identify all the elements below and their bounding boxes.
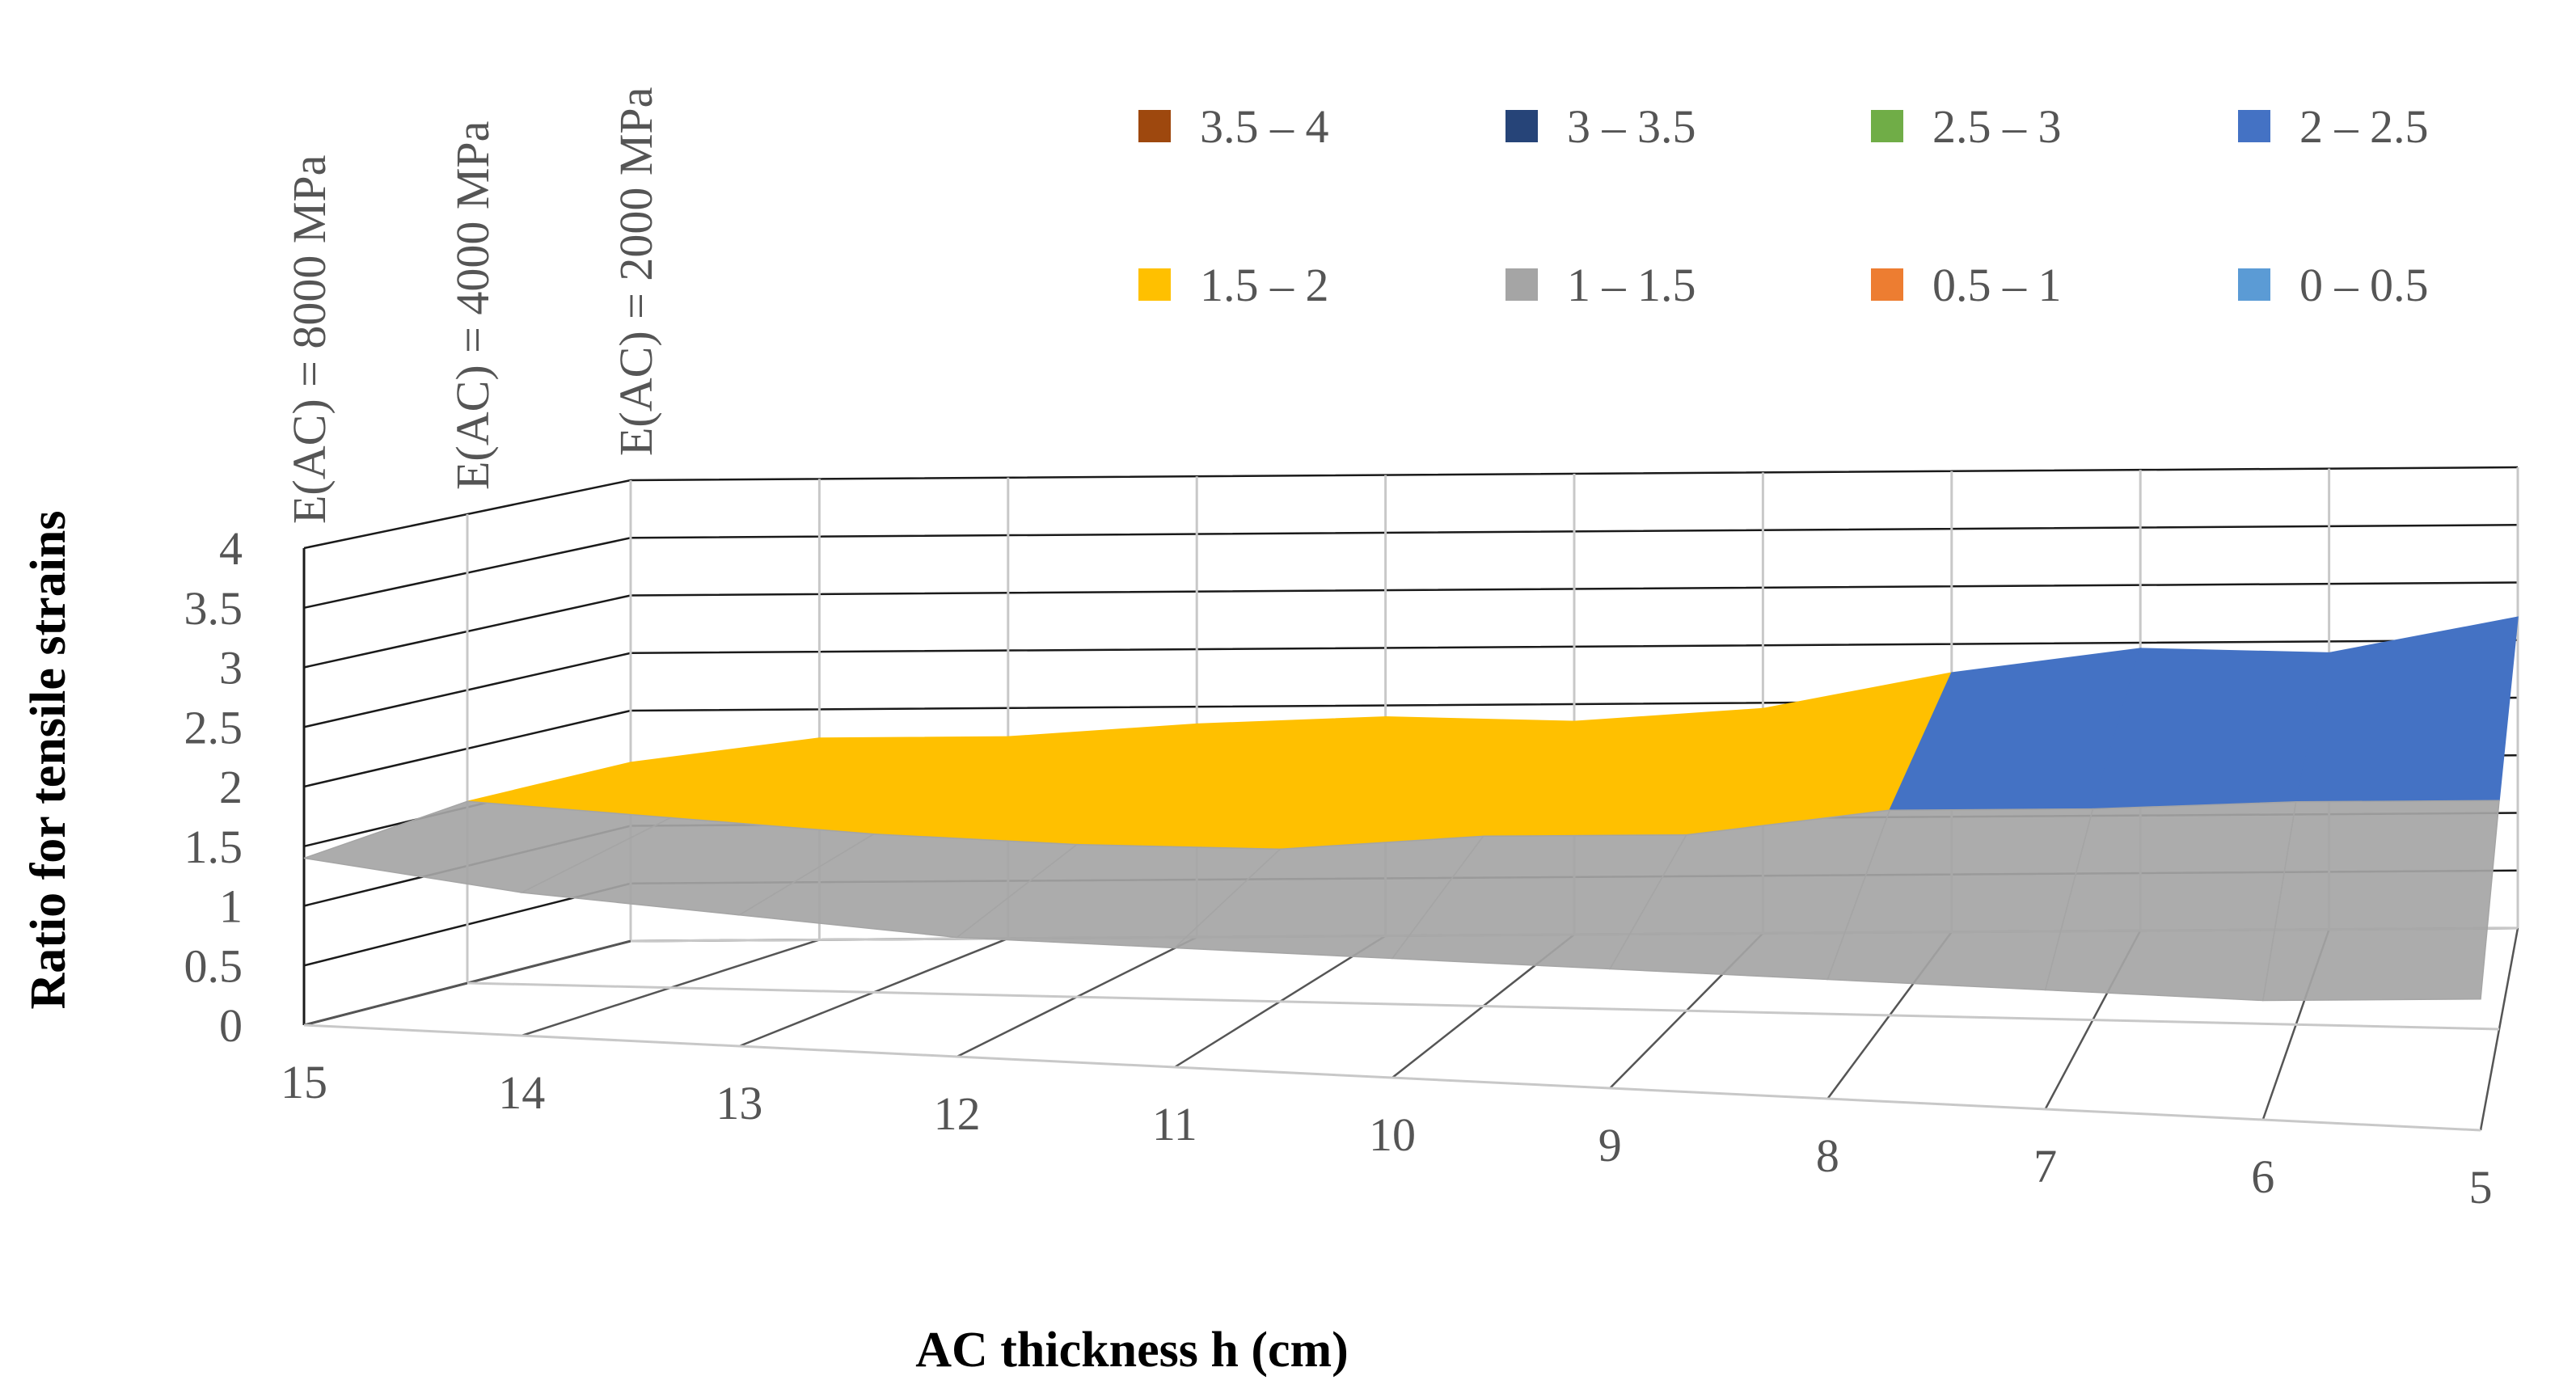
legend-label: 2 – 2.5 <box>2299 100 2429 153</box>
legend-label: 0 – 0.5 <box>2299 259 2429 311</box>
x-axis-title: AC thickness h (cm) <box>915 1323 1349 1378</box>
chart-legend: 3.5 – 4 3 – 3.5 2.5 – 3 2 – 2.5 1.5 – 2 1 – 1… <box>1138 100 2429 311</box>
x-tick-label: 10 <box>1369 1108 1416 1161</box>
x-tick-label: 13 <box>716 1077 762 1129</box>
x-tick-label: 15 <box>281 1056 327 1108</box>
legend-label: 0.5 – 1 <box>1932 259 2062 311</box>
z-tick-label: 0.5 <box>184 939 243 992</box>
floor-gridline <box>303 1023 2481 1132</box>
z-gridline <box>303 466 2519 550</box>
surface-plot <box>303 616 2519 1002</box>
legend-label: 3.5 – 4 <box>1200 100 1329 153</box>
depth-series-label: E(AC) = 8000 MPa <box>283 155 336 524</box>
legend-label: 2.5 – 3 <box>1932 100 2062 153</box>
z-tick-label: 3 <box>219 642 243 694</box>
legend-label: 3 – 3.5 <box>1567 100 1696 153</box>
legend-swatch <box>1505 268 1538 301</box>
legend-swatch <box>2238 268 2270 301</box>
legend-swatch <box>1505 110 1538 142</box>
floor-gridline <box>467 981 2500 1031</box>
x-tick-label: 14 <box>498 1066 545 1119</box>
x-tick-label: 8 <box>1816 1129 1839 1182</box>
z-tick-label: 2.5 <box>184 701 243 753</box>
z-tick-label: 4 <box>219 522 243 575</box>
x-tick-label: 12 <box>934 1087 981 1140</box>
x-tick-label: 5 <box>2469 1161 2493 1213</box>
chart-axes: 0 0.5 1 1.5 2 2.5 3 3.5 4 15 14 13 12 11 10 9 8 7 6 5 E(AC) … <box>184 87 2493 1213</box>
x-tick-label: 11 <box>1152 1098 1197 1150</box>
x-tick-label: 9 <box>1598 1119 1622 1171</box>
legend-swatch <box>2238 110 2270 142</box>
legend-swatch <box>1138 268 1171 301</box>
z-tick-label: 1.5 <box>184 821 243 873</box>
legend-swatch <box>1871 268 1903 301</box>
z-tick-label: 2 <box>219 761 243 813</box>
depth-series-label: E(AC) = 4000 MPa <box>446 121 499 490</box>
legend-label: 1.5 – 2 <box>1200 259 1329 311</box>
surface-patch <box>2261 800 2500 1002</box>
z-tick-label: 0 <box>219 999 243 1052</box>
z-tick-label: 1 <box>219 880 243 933</box>
y-axis-title: Ratio for tensile strains <box>21 510 76 1009</box>
legend-label: 1 – 1.5 <box>1567 259 1696 311</box>
x-tick-label: 7 <box>2033 1140 2057 1192</box>
depth-series-label: E(AC) = 2000 MPa <box>610 87 662 456</box>
x-tick-label: 6 <box>2251 1150 2274 1203</box>
z-tick-label: 3.5 <box>184 582 243 635</box>
legend-swatch <box>1871 110 1903 142</box>
legend-swatch <box>1138 110 1171 142</box>
